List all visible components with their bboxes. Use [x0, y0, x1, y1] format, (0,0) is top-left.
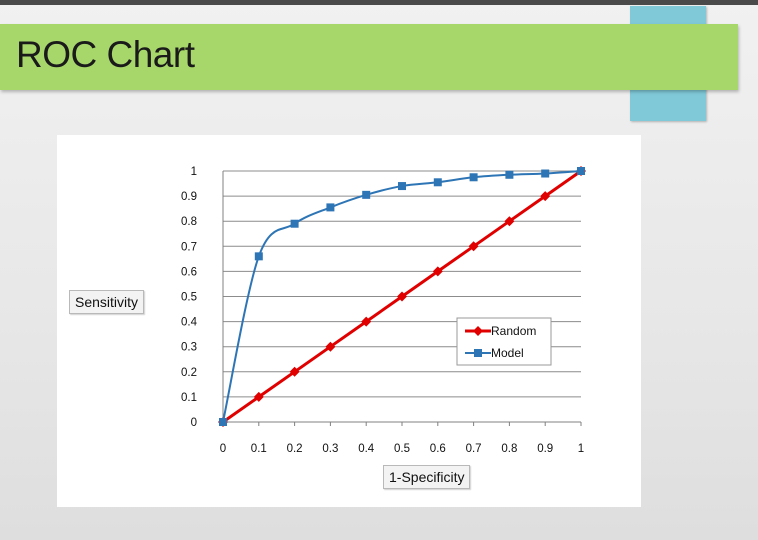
chart-series	[218, 166, 586, 427]
data-point-model	[577, 167, 585, 175]
data-point-random	[289, 366, 300, 377]
y-tick-label: 0.3	[181, 342, 197, 354]
x-tick-label: 1	[578, 443, 584, 455]
y-tick-label: 0.9	[181, 191, 197, 203]
data-point-model	[254, 252, 263, 261]
y-tick-label: 0.4	[181, 317, 198, 329]
series-line-model	[222, 170, 582, 423]
x-axis-tick-labels: 0 0.1 0.2 0.3 0.4 0.5 0.6 0.7 0.8 0.9 1	[220, 443, 584, 455]
y-axis-tick-labels: 0 0.1 0.2 0.3 0.4 0.5 0.6 0.7 0.8 0.9 1	[181, 166, 198, 429]
window-top-strip	[0, 0, 758, 5]
x-tick-label: 0.9	[537, 443, 553, 455]
data-point-model	[469, 173, 478, 182]
data-point-model	[541, 169, 550, 178]
x-tick-label: 0.7	[466, 443, 482, 455]
legend-marker-random	[473, 326, 483, 336]
legend-label-model: Model	[491, 346, 524, 360]
data-point-model	[505, 170, 514, 179]
x-tick-label: 0.4	[358, 443, 375, 455]
data-point-model	[398, 182, 406, 191]
y-tick-label: 0.1	[181, 392, 197, 404]
data-point-random	[397, 291, 407, 302]
y-tick-label: 0.7	[181, 241, 197, 253]
x-tick-label: 0	[220, 443, 226, 455]
data-point-model	[362, 190, 371, 199]
x-tick-label: 0.3	[322, 443, 338, 455]
data-point-model	[290, 219, 299, 228]
roc-chart-plot: 0 0.1 0.2 0.3 0.4 0.5 0.6 0.7 0.8 0.9 1 0 0.1 0.2 0.3…	[181, 166, 586, 455]
legend-box	[456, 317, 552, 366]
data-point-random	[468, 241, 479, 252]
legend-marker-model	[474, 349, 482, 357]
title-banner: ROC Chart	[0, 24, 738, 90]
y-axis-title: Sensitivity	[69, 290, 145, 314]
y-tick-label: 0.8	[181, 216, 197, 228]
slide-title: ROC Chart	[16, 34, 195, 75]
y-tick-label: 0.6	[181, 266, 197, 278]
roc-chart: 0 0.1 0.2 0.3 0.4 0.5 0.6 0.7 0.8 0.9 1 0 0.1 0.2 0.3…	[57, 135, 641, 507]
data-point-model	[433, 178, 442, 187]
x-tick-label: 0.6	[430, 443, 446, 455]
chart-gridlines	[222, 170, 582, 426]
data-point-random	[540, 191, 551, 202]
y-tick-label: 0.2	[181, 367, 197, 379]
x-axis-title: 1-Specificity	[383, 465, 471, 489]
chart-legend: Random Model	[456, 317, 552, 366]
data-point-random	[325, 341, 336, 352]
y-tick-label: 0.5	[181, 292, 197, 304]
data-point-random	[432, 266, 443, 277]
data-point-random	[504, 216, 515, 227]
x-tick-label: 0.8	[501, 443, 517, 455]
data-point-model	[219, 418, 227, 426]
y-tick-label: 0	[191, 417, 197, 429]
x-tick-label: 0.1	[251, 443, 267, 455]
legend-label-random: Random	[491, 324, 536, 338]
data-point-random	[361, 316, 372, 327]
y-tick-label: 1	[191, 166, 197, 178]
data-point-model	[326, 203, 335, 212]
x-tick-label: 0.5	[394, 443, 410, 455]
x-tick-label: 0.2	[287, 443, 303, 455]
